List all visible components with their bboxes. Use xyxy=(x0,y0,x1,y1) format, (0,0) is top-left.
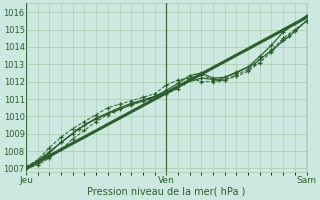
X-axis label: Pression niveau de la mer( hPa ): Pression niveau de la mer( hPa ) xyxy=(87,187,245,197)
